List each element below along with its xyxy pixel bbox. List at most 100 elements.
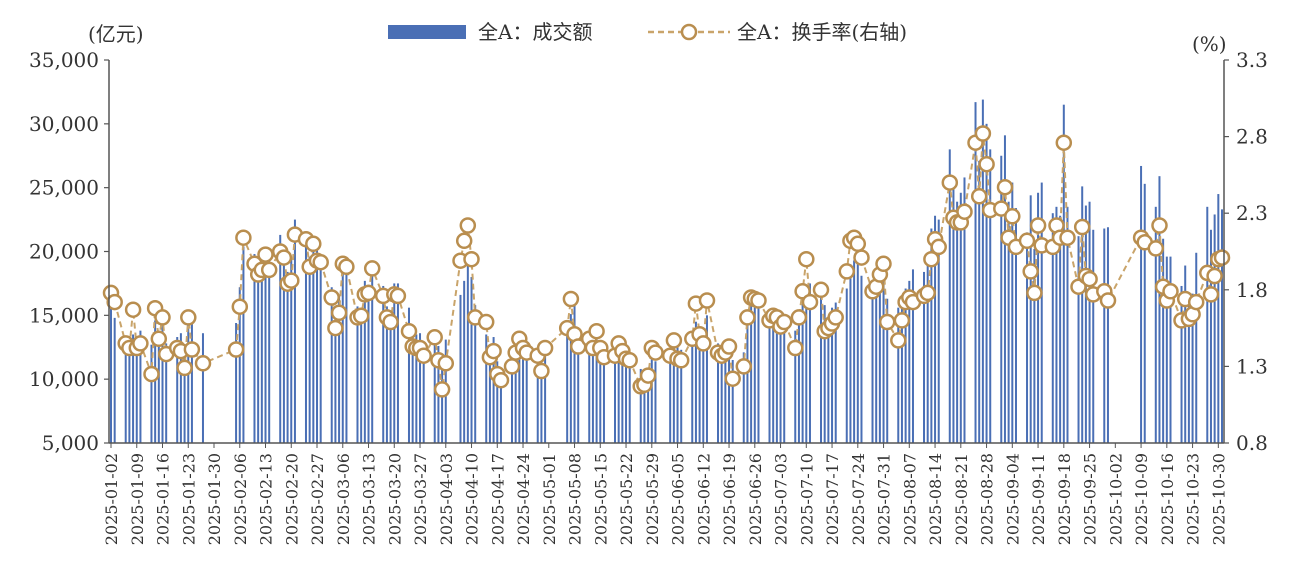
volume-bar	[742, 352, 745, 443]
volume-bar	[1103, 228, 1106, 443]
volume-bar	[831, 307, 834, 443]
volume-bar	[396, 283, 399, 443]
volume-bar	[190, 322, 193, 443]
x-tick-label: 2025-04-03	[437, 453, 456, 545]
turnover-point	[893, 312, 911, 329]
volume-bar	[654, 361, 657, 443]
volume-bar	[518, 339, 521, 443]
volume-bar	[805, 289, 808, 443]
volume-bar	[1140, 165, 1143, 444]
volume-bar	[419, 333, 422, 443]
volume-bar	[772, 320, 775, 443]
volume-bar	[794, 330, 797, 443]
volume-bar	[779, 324, 782, 443]
volume-bar	[187, 311, 190, 443]
line-layer	[102, 125, 1231, 398]
volume-bar	[628, 354, 631, 443]
volume-bar	[1003, 135, 1006, 443]
x-tick-label: 2025-02-27	[308, 453, 327, 545]
volume-bar	[1033, 248, 1036, 443]
x-tick-label: 2025-10-23	[1184, 453, 1203, 545]
volume-bar	[926, 264, 929, 443]
volume-bar	[514, 352, 517, 443]
volume-bar	[952, 177, 955, 443]
turnover-point	[1162, 283, 1179, 300]
volume-bar	[882, 259, 885, 443]
x-tick-label: 2025-04-24	[514, 453, 533, 545]
turnover-point	[1018, 232, 1036, 250]
volume-bar	[540, 362, 543, 443]
turnover-point	[327, 319, 344, 337]
x-tick-label: 2025-01-30	[205, 453, 224, 545]
volume-bar	[1011, 182, 1014, 443]
turnover-point	[798, 250, 815, 268]
turnover-point	[426, 329, 443, 346]
left-tick-label: 5,000	[42, 431, 99, 455]
volume-bar	[948, 149, 951, 443]
volume-bar	[956, 201, 959, 443]
turnover-point	[363, 260, 381, 277]
volume-bar	[897, 307, 900, 443]
volume-bar	[783, 325, 786, 443]
volume-bar	[588, 334, 591, 443]
turnover-point	[477, 313, 495, 331]
x-tick-label: 2025-09-11	[1029, 453, 1048, 545]
volume-bar	[566, 324, 569, 443]
turnover-point	[941, 174, 959, 191]
volume-bar	[393, 283, 396, 443]
volume-bar	[676, 340, 679, 443]
turnover-point	[536, 339, 554, 357]
x-tick-label: 2025-06-19	[720, 453, 739, 545]
x-tick-label: 2025-10-09	[1132, 453, 1151, 545]
turnover-point	[455, 232, 473, 250]
turnover-point	[775, 313, 793, 331]
volume-bar	[989, 149, 992, 443]
turnover-point	[639, 367, 657, 384]
turnover-point	[463, 250, 480, 268]
turnover-point	[890, 332, 907, 349]
volume-bar	[974, 102, 977, 443]
volume-bar	[338, 294, 341, 443]
right-tick-label: 0.8	[1236, 431, 1268, 455]
volume-bar	[319, 257, 322, 443]
bars-layer	[110, 99, 1223, 444]
turnover-point	[360, 284, 377, 302]
volume-bar	[293, 219, 296, 443]
turnover-point	[437, 355, 455, 372]
volume-bar	[264, 248, 267, 443]
volume-bar	[485, 334, 488, 443]
turnover-point	[283, 272, 300, 289]
volume-bar	[650, 349, 653, 443]
x-tick-label: 2025-01-02	[102, 453, 121, 545]
turnover-point	[1004, 208, 1021, 225]
x-tick-label: 2025-04-17	[488, 453, 507, 545]
turnover-point	[132, 335, 149, 352]
x-tick-label: 2025-03-27	[411, 453, 430, 545]
x-tick-label: 2025-10-16	[1158, 453, 1177, 545]
turnover-point	[275, 249, 293, 266]
volume-bar	[1195, 252, 1198, 443]
volume-bar	[878, 264, 881, 443]
volume-bar	[525, 348, 528, 443]
turnover-point	[672, 352, 690, 369]
volume-bar	[341, 261, 344, 443]
volume-bar	[573, 300, 576, 443]
x-tick-label: 2025-07-24	[849, 453, 868, 545]
volume-bar	[415, 334, 418, 443]
turnover-point	[588, 322, 605, 340]
volume-bar	[1106, 227, 1109, 443]
turnover-point	[154, 309, 171, 326]
volume-bar	[900, 298, 903, 443]
volume-bar	[1165, 256, 1168, 443]
volume-bar	[488, 351, 491, 443]
volume-bar	[639, 368, 642, 443]
turnover-point	[1213, 249, 1231, 266]
volume-bar	[139, 330, 142, 443]
turnover-point	[231, 298, 249, 315]
x-tick-label: 2025-08-28	[978, 453, 997, 545]
volume-bar	[389, 315, 392, 443]
turnover-point	[1202, 286, 1220, 303]
volume-bar	[705, 315, 708, 443]
volume-bar	[599, 343, 602, 443]
turnover-point	[875, 255, 892, 273]
